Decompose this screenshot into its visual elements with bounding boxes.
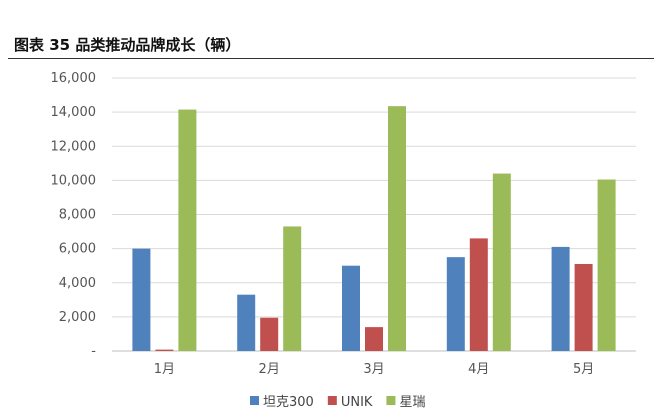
y-tick-label: -	[91, 344, 96, 359]
bars	[132, 106, 616, 351]
legend-swatch	[386, 396, 396, 405]
y-axis-ticks: - 2,000 4,000 6,000 8,000 10,000 12,000 14,000 1…	[51, 71, 97, 359]
title-rule	[8, 58, 654, 59]
x-tick-label: 2月	[259, 362, 280, 377]
legend-label: 星瑞	[399, 395, 425, 410]
y-tick-label: 16,000	[51, 71, 97, 86]
bar-UNIK-2月	[260, 317, 279, 351]
x-axis-ticks: 1月 2月 3月 4月 5月	[154, 362, 594, 377]
y-tick-label: 8,000	[59, 208, 96, 223]
bar-坦克300-1月	[132, 248, 151, 351]
bar-UNIK-4月	[469, 238, 488, 351]
bar-星瑞-3月	[388, 106, 406, 351]
bar-UNIK-1月	[155, 349, 174, 351]
legend-swatch	[327, 396, 337, 405]
x-tick-label: 3月	[363, 362, 384, 377]
legend-swatch	[250, 396, 259, 405]
bar-UNIK-5月	[574, 263, 593, 351]
figure-title: 图表 35 品类推动品牌成长（辆）	[14, 36, 241, 54]
y-tick-label: 4,000	[59, 276, 96, 291]
gridlines	[112, 77, 636, 352]
bar-坦克300-4月	[446, 257, 465, 351]
legend-label: 坦克300	[263, 395, 314, 410]
y-tick-label: 14,000	[51, 105, 97, 120]
bar-星瑞-2月	[283, 226, 302, 351]
bar-星瑞-4月	[492, 173, 511, 351]
x-tick-label: 4月	[468, 362, 489, 377]
bar-UNIK-3月	[365, 327, 383, 351]
x-tick-label: 5月	[573, 362, 594, 377]
y-tick-label: 2,000	[59, 310, 96, 325]
bar-星瑞-1月	[178, 109, 197, 351]
x-tick-label: 1月	[154, 362, 175, 377]
bar-坦克300-2月	[237, 294, 256, 351]
y-tick-label: 12,000	[51, 139, 97, 154]
y-tick-label: 10,000	[51, 173, 97, 188]
legend-label: UNIK	[341, 395, 373, 410]
bar-星瑞-5月	[597, 179, 616, 351]
y-tick-label: 6,000	[59, 242, 96, 257]
bar-坦克300-5月	[551, 246, 570, 351]
bar-坦克300-3月	[342, 265, 360, 351]
legend: 坦克300 UNIK 星瑞	[250, 395, 425, 410]
